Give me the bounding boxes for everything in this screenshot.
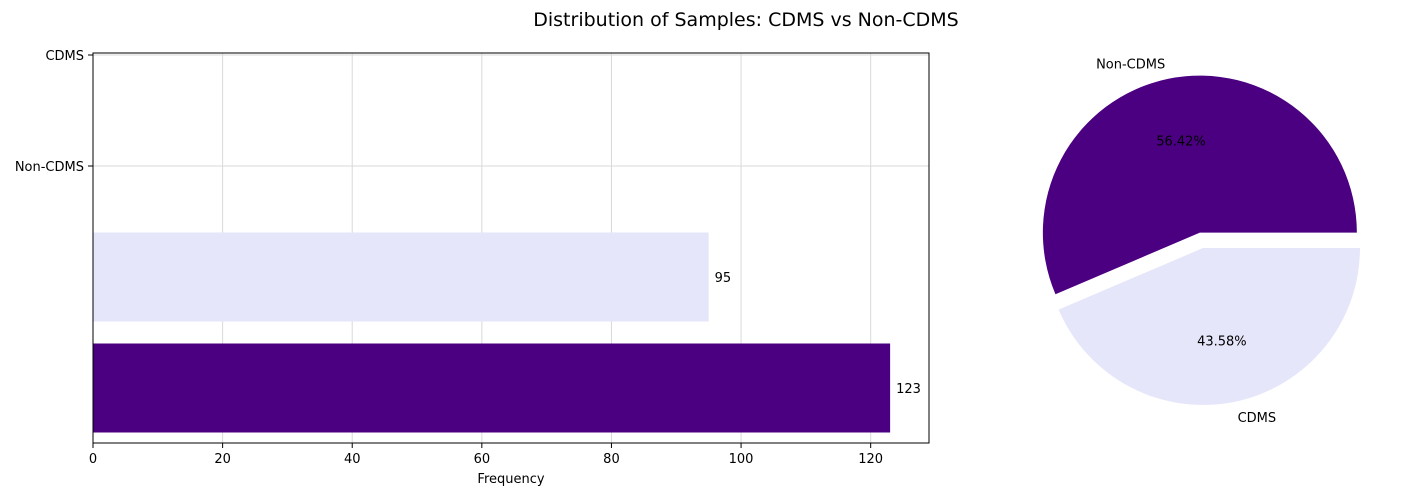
pie-slice [1042, 75, 1357, 295]
pie-chart: 56.42% Non-CDMS 43.58% CDMS [1042, 57, 1360, 426]
bar [93, 343, 891, 433]
x-tick-label: 80 [603, 452, 620, 467]
x-tick-label: 120 [858, 452, 883, 467]
plot-frame [92, 52, 930, 444]
pie-category-label: Non-CDMS [1096, 57, 1165, 72]
pie-percent-label: 56.42% [1156, 134, 1206, 149]
x-tick-label: 20 [214, 452, 231, 467]
bar-value-label: 123 [896, 382, 921, 397]
pie-slice [1058, 248, 1360, 405]
x-tick-label: 40 [344, 452, 361, 467]
x-tick-label: 60 [474, 452, 491, 467]
x-tick-label: 100 [729, 452, 754, 467]
bar-chart: 123 95 0 20 40 60 80 100 120 CDMS Non-CDMS Frequenc… [15, 49, 930, 487]
y-tick-label: Non-CDMS [15, 160, 84, 175]
pie-percent-label: 43.58% [1197, 334, 1247, 349]
bar [93, 232, 709, 322]
pie-category-label: CDMS [1238, 411, 1277, 426]
figure-title: Distribution of Samples: CDMS vs Non-CDM… [533, 9, 958, 31]
bar-value-label: 95 [715, 271, 732, 286]
x-axis-label: Frequency [477, 472, 544, 487]
x-tick-label: 0 [89, 452, 97, 467]
y-tick-label: CDMS [45, 49, 84, 64]
